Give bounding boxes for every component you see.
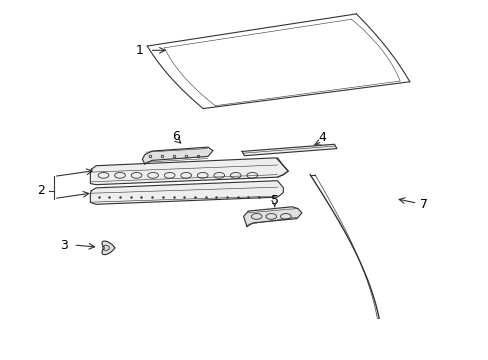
Text: 5: 5 <box>270 194 278 207</box>
Text: 1: 1 <box>136 44 143 57</box>
Polygon shape <box>90 181 283 204</box>
Polygon shape <box>102 241 115 255</box>
Polygon shape <box>243 207 301 226</box>
Text: 6: 6 <box>172 130 180 143</box>
Text: 2: 2 <box>37 184 45 197</box>
Polygon shape <box>242 144 336 156</box>
Text: 4: 4 <box>318 131 325 144</box>
Polygon shape <box>90 158 287 185</box>
Text: 3: 3 <box>60 239 67 252</box>
Polygon shape <box>142 147 212 164</box>
Text: 7: 7 <box>420 198 427 211</box>
